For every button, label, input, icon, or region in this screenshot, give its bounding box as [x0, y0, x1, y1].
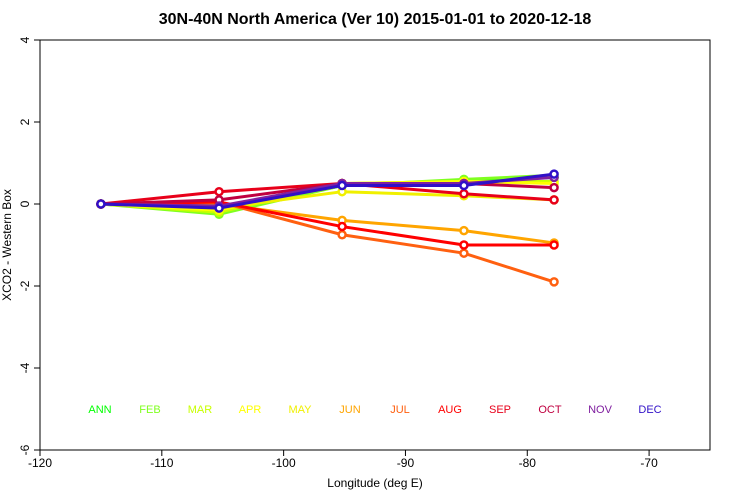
point — [459, 248, 469, 258]
point — [549, 182, 559, 193]
x-tick-label: -70 — [640, 456, 658, 470]
x-tick-label: -120 — [28, 456, 52, 470]
point — [549, 277, 559, 287]
point — [459, 189, 469, 199]
point — [337, 221, 347, 232]
legend-label: NOV — [588, 404, 613, 416]
legend-label: SEP — [489, 404, 511, 416]
point — [96, 199, 106, 209]
y-axis-label: XCO2 - Western Box — [0, 189, 14, 301]
x-tick-label: -90 — [397, 456, 415, 470]
legend-label: MAR — [188, 404, 213, 416]
series-line — [100, 200, 555, 284]
point — [549, 240, 559, 250]
legend-label: JUN — [339, 404, 360, 416]
legend-label: AUG — [438, 404, 462, 416]
x-tick-label: -80 — [519, 456, 537, 470]
legend-label: APR — [239, 404, 262, 416]
point — [214, 203, 224, 213]
legend-label: ANN — [88, 404, 111, 416]
chart-title: 30N-40N North America (Ver 10) 2015-01-0… — [159, 11, 592, 28]
point — [337, 180, 347, 191]
y-tick-label: 4 — [18, 36, 32, 43]
point — [459, 225, 469, 236]
point — [214, 186, 224, 197]
point — [549, 169, 559, 179]
y-tick-label: -6 — [18, 444, 32, 455]
x-tick-label: -100 — [272, 456, 296, 470]
y-tick-label: 2 — [18, 118, 32, 125]
legend-label: JUL — [390, 404, 410, 416]
y-tick-label: -2 — [18, 280, 32, 291]
point — [549, 195, 559, 205]
x-axis-label: Longitude (deg E) — [327, 476, 422, 490]
point — [459, 180, 469, 191]
legend-label: MAY — [288, 404, 312, 416]
y-tick-label: 0 — [18, 200, 32, 207]
legend-label: FEB — [139, 404, 160, 416]
x-tick-label: -110 — [150, 456, 173, 470]
point — [337, 230, 347, 240]
legend-label: OCT — [538, 404, 562, 416]
point — [459, 240, 469, 250]
legend-label: DEC — [638, 404, 661, 416]
plot-frame — [39, 39, 711, 451]
y-tick-label: -4 — [18, 362, 32, 373]
